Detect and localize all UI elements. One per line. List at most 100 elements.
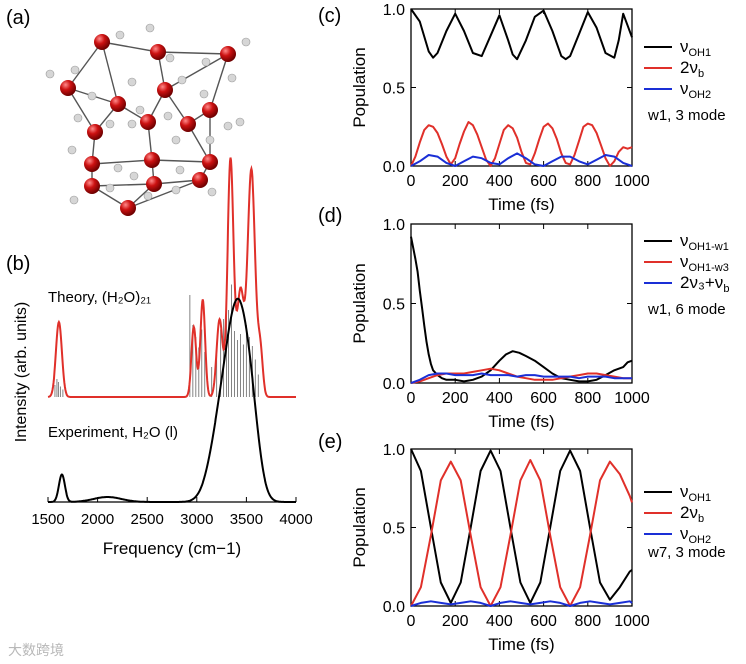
x-tick-label: 400 (486, 390, 513, 407)
series-line-blue (410, 152, 633, 167)
y-tick-label: 0.0 (383, 599, 405, 616)
legend-entry: νOH1 (680, 482, 711, 504)
panel-e-annotation: w7, 3 mode (647, 544, 726, 561)
x-tick-label: 1000 (614, 390, 650, 407)
x-tick-label: 1500 (31, 511, 64, 528)
oxygen-atom (192, 172, 208, 188)
x-tick-label: 200 (442, 173, 469, 190)
cluster-bond (91, 159, 153, 165)
hydrogen-atom (199, 89, 209, 99)
oxygen-atom (220, 46, 236, 62)
hydrogen-atom (175, 165, 185, 175)
hydrogen-atom (115, 30, 125, 40)
y-tick-label: 0.5 (383, 297, 405, 314)
population-panel-c: w1, 3 mode 0 200 400 600 800 1000 0.0 0.5 1.0 Tim… (350, 2, 726, 214)
oxygen-atom (180, 116, 196, 132)
legend-entry: νOH1 (680, 37, 711, 59)
x-tick-label: 400 (486, 173, 513, 190)
panel-d-annotation: w1, 6 mode (647, 301, 726, 318)
x-tick-label: 200 (442, 390, 469, 407)
hydrogen-atom (45, 69, 55, 79)
b-y-axis-label: Intensity (arb. units) (13, 302, 30, 443)
series-line-red (410, 121, 633, 167)
y-axis-label: Population (350, 263, 369, 343)
legend-entry: 2ν₃+νb (680, 273, 729, 295)
x-axis-label: Time (fs) (488, 195, 554, 214)
hydrogen-atom (207, 187, 217, 197)
cluster-bond (157, 51, 229, 55)
x-tick-label: 0 (407, 613, 416, 630)
x-tick-label: 2000 (81, 511, 114, 528)
oxygen-atom (94, 34, 110, 50)
x-axis-label: Time (fs) (488, 635, 554, 654)
y-tick-label: 1.0 (383, 217, 405, 234)
x-tick-label: 600 (530, 613, 557, 630)
y-axis-label: Population (350, 47, 369, 127)
x-tick-label: 800 (574, 390, 601, 407)
cluster-bond (67, 87, 96, 133)
water-cluster-illustration (45, 23, 251, 216)
panel-label-e: (e) (318, 431, 342, 453)
hydrogen-atom (105, 183, 115, 193)
legend-entry: νOH1-w3 (680, 252, 729, 274)
panel-label-c: (c) (318, 5, 341, 27)
oxygen-atom (150, 44, 166, 60)
cluster-bond (101, 41, 119, 105)
legend-entry: νOH2 (680, 79, 711, 101)
hydrogen-atom (177, 75, 187, 85)
hydrogen-atom (135, 105, 145, 115)
oxygen-atom (84, 178, 100, 194)
oxygen-atom (157, 82, 173, 98)
cluster-bond (164, 53, 229, 91)
y-tick-label: 0.0 (383, 376, 405, 393)
y-axis-label: Population (350, 487, 369, 567)
oxygen-atom (120, 200, 136, 216)
experiment-curve (48, 297, 296, 503)
cluster-bond (127, 179, 201, 209)
x-tick-label: 800 (574, 173, 601, 190)
panel-label-b: (b) (6, 253, 30, 275)
cluster-bond (67, 41, 103, 89)
hydrogen-atom (145, 23, 155, 33)
x-axis-label: Time (fs) (488, 412, 554, 431)
x-tick-label: 1000 (614, 613, 650, 630)
cluster-bond (209, 53, 229, 111)
hydrogen-atom (70, 65, 80, 75)
oxygen-atom (144, 152, 160, 168)
oxygen-atom (110, 96, 126, 112)
x-tick-label: 0 (407, 390, 416, 407)
hydrogen-atom (67, 145, 77, 155)
oxygen-atom (202, 154, 218, 170)
population-panel-d: w1, 6 mode 0 200 400 600 800 1000 0.0 0.5 1.0 Tim… (350, 217, 729, 431)
x-tick-label: 600 (530, 390, 557, 407)
cluster-bond (151, 159, 211, 163)
x-tick-label: 4000 (279, 511, 312, 528)
x-tick-label: 200 (442, 613, 469, 630)
hydrogen-atom (201, 57, 211, 67)
series-line-blue (410, 600, 633, 607)
panel-c-annotation: w1, 3 mode (647, 107, 726, 124)
series-line-black (410, 8, 633, 61)
oxygen-atom (140, 114, 156, 130)
y-tick-label: 1.0 (383, 442, 405, 459)
hydrogen-atom (241, 37, 251, 47)
oxygen-atom (146, 176, 162, 192)
legend-entry: 2νb (680, 58, 704, 80)
y-tick-label: 0.5 (383, 521, 405, 538)
hydrogen-atom (227, 73, 237, 83)
watermark: 大数跨境 (8, 642, 64, 658)
y-tick-label: 0.0 (383, 159, 405, 176)
hydrogen-atom (127, 77, 137, 87)
plot-frame (410, 223, 633, 384)
hydrogen-atom (235, 117, 245, 127)
spectrum-panel: Theory, (H₂O)₂₁ Experiment, H₂O (l) Inte… (13, 157, 313, 558)
population-panel-e: w7, 3 mode 0 200 400 600 800 1000 0.0 0.5 1.0 Tim… (350, 442, 726, 654)
hydrogen-atom (171, 185, 181, 195)
experiment-label: Experiment, H₂O (l) (48, 424, 178, 441)
panel-label-d: (d) (318, 205, 342, 227)
oxygen-atom (202, 102, 218, 118)
hydrogen-atom (127, 119, 137, 129)
oxygen-atom (84, 156, 100, 172)
x-tick-label: 3000 (180, 511, 213, 528)
hydrogen-atom (165, 53, 175, 63)
